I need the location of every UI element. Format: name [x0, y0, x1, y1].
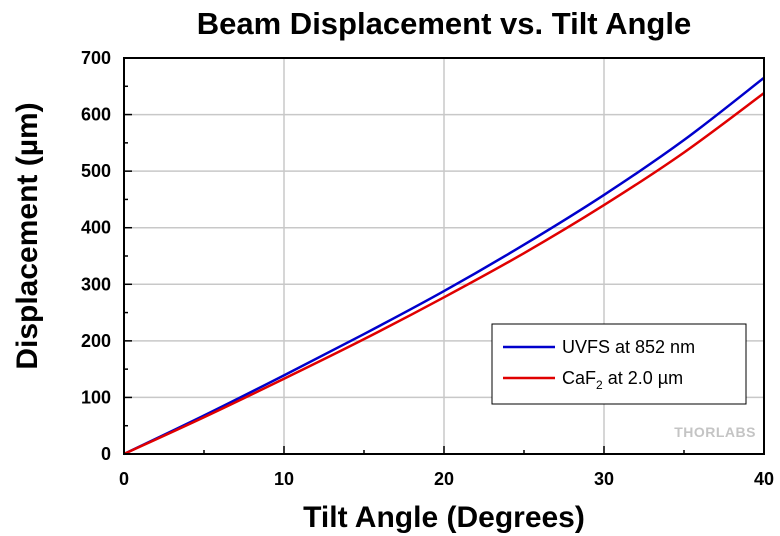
- legend-label-uvfs: UVFS at 852 nm: [562, 337, 695, 357]
- x-tick-label: 30: [594, 469, 614, 489]
- ticks: [123, 57, 765, 455]
- x-tick-label: 10: [274, 469, 294, 489]
- legend-label-caf2-subscript: 2: [596, 378, 603, 392]
- legend-label-caf2: CaF2 at 2.0 µm: [562, 368, 683, 392]
- chart-title: Beam Displacement vs. Tilt Angle: [197, 6, 691, 41]
- series-line-caf2: [123, 92, 765, 456]
- x-tick-label: 0: [119, 469, 129, 489]
- x-axis-label: Tilt Angle (Degrees): [303, 501, 585, 534]
- y-axis-label: Displacement (µm): [11, 102, 44, 369]
- y-tick-label: 500: [81, 161, 111, 181]
- series-line-uvfs: [123, 76, 765, 456]
- y-tick-label: 100: [81, 387, 111, 407]
- grid: [124, 58, 764, 454]
- y-tick-label: 0: [101, 444, 111, 464]
- x-tick-label: 40: [754, 469, 774, 489]
- legend-label-caf2-rest: at 2.0 µm: [603, 368, 683, 388]
- y-tick-label: 200: [81, 331, 111, 351]
- y-tick-label: 700: [81, 48, 111, 68]
- legend: UVFS at 852 nm CaF2 at 2.0 µm: [491, 323, 747, 405]
- y-tick-label: 600: [81, 105, 111, 125]
- series-lines: [123, 76, 765, 456]
- y-tick-label: 300: [81, 274, 111, 294]
- y-tick-label: 400: [81, 218, 111, 238]
- legend-box: [491, 323, 747, 405]
- x-tick-label: 20: [434, 469, 454, 489]
- thorlabs-watermark: THORLABS: [674, 424, 756, 440]
- legend-label-caf2-main: CaF: [562, 368, 596, 388]
